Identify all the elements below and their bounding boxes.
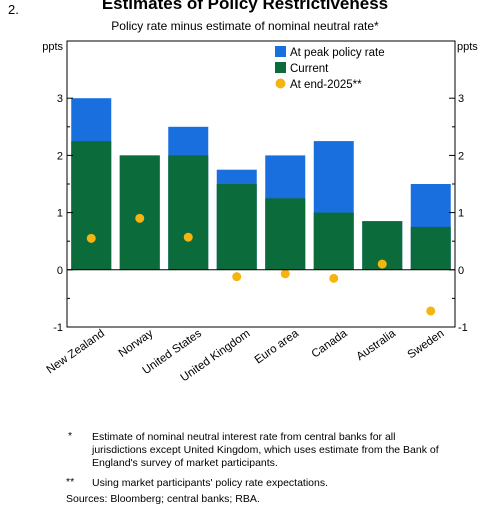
point-end-2025-6 xyxy=(377,259,387,269)
y-axis-label-left: ppts xyxy=(42,41,63,53)
chart-title: Estimates of Policy Restrictiveness xyxy=(101,0,389,13)
bar-current-5 xyxy=(313,212,354,270)
chart-subtitle: Policy rate minus estimate of nominal ne… xyxy=(111,19,379,33)
sources: Sources: Bloomberg; central banks; RBA. xyxy=(66,493,260,505)
legend-label: At peak policy rate xyxy=(290,47,385,59)
point-end-2025-2 xyxy=(183,232,193,242)
legend-dot xyxy=(275,78,286,89)
point-end-2025-1 xyxy=(135,213,145,223)
y-tick-label-right: 3 xyxy=(458,93,464,105)
point-end-2025-3 xyxy=(232,272,242,282)
y-tick-label-right: -1 xyxy=(458,322,468,334)
y-tick-label-left: 1 xyxy=(57,208,63,220)
point-end-2025-5 xyxy=(329,273,339,283)
bar-current-1 xyxy=(119,155,160,270)
bar-current-3 xyxy=(216,184,257,270)
note-mark: ** xyxy=(66,476,75,488)
legend-swatch-1 xyxy=(275,62,286,73)
bar-current-7 xyxy=(410,226,451,270)
legend-swatch-0 xyxy=(275,46,286,57)
chart-area: -1 -10 01 12 23 3 At peak policy rateCurrentA… xyxy=(42,40,478,384)
note-mark: * xyxy=(68,430,73,442)
note-text: Using market participants' policy rate e… xyxy=(92,477,329,489)
bar-current-2 xyxy=(168,155,209,270)
x-tick-label: Norway xyxy=(117,327,156,359)
point-end-2025-7 xyxy=(426,306,436,316)
x-tick-label: Canada xyxy=(310,327,350,360)
y-tick-label-right: 1 xyxy=(458,208,464,220)
y-axis-label-right: ppts xyxy=(457,41,478,53)
x-tick-label: Euro area xyxy=(253,327,302,366)
x-tick-label: Sweden xyxy=(406,328,447,362)
legend: At peak policy rate Current At end-2025** xyxy=(275,46,385,91)
legend-label: Current xyxy=(290,63,329,75)
y-tick-label-left: 0 xyxy=(57,265,63,277)
bar-current-4 xyxy=(265,198,306,270)
bar-current-0 xyxy=(71,141,112,270)
legend-label: At end-2025** xyxy=(290,79,362,91)
x-tick-label: New Zealand xyxy=(45,328,107,377)
y-tick-label-left: -1 xyxy=(53,322,63,334)
y-tick-label-right: 0 xyxy=(458,265,464,277)
point-end-2025-4 xyxy=(280,269,290,279)
note-text: Estimate of nominal neutral interest rat… xyxy=(92,431,439,469)
y-tick-label-right: 2 xyxy=(458,150,464,162)
point-end-2025-0 xyxy=(86,233,96,243)
figure-number: 2. xyxy=(8,2,19,17)
x-tick-label: Australia xyxy=(354,327,398,363)
y-tick-label-left: 2 xyxy=(57,150,63,162)
y-tick-label-left: 3 xyxy=(57,93,63,105)
